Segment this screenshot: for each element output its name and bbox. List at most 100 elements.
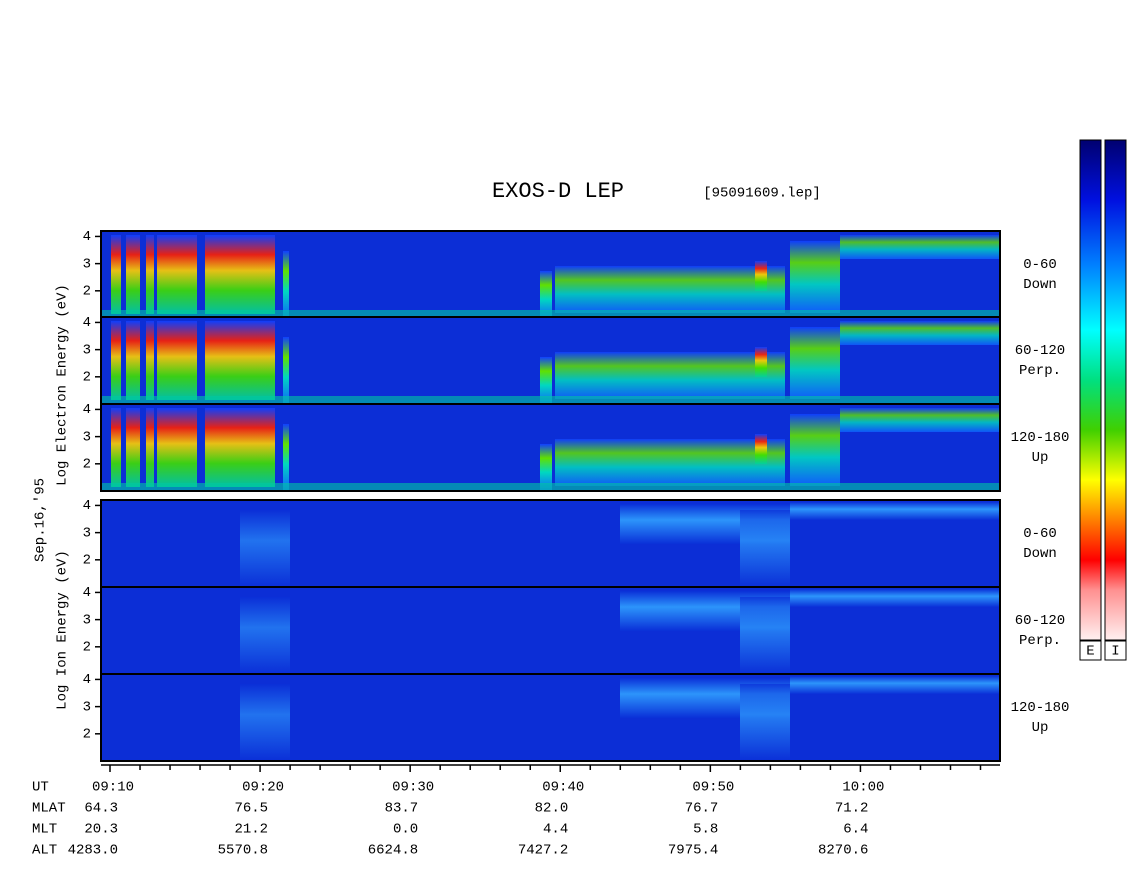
direction-label: Up xyxy=(1032,720,1049,736)
ephemeris-value: 82.0 xyxy=(535,801,569,817)
direction-label: Perp. xyxy=(1019,363,1061,379)
y-tick-label: 3 xyxy=(83,256,91,272)
x-tick-label: 09:10 xyxy=(92,780,134,796)
y-tick-label: 4 xyxy=(83,585,91,601)
colorbar-box xyxy=(1104,640,1127,661)
spectrogram-patch xyxy=(555,352,785,399)
spectrogram-patch xyxy=(840,235,1000,259)
spectrogram-patch xyxy=(146,408,154,487)
ephemeris-value: 7975.4 xyxy=(668,843,718,859)
y-tick-label: 2 xyxy=(83,457,91,473)
date-label: Sep.16,'95 xyxy=(33,478,49,562)
group-label: Log Ion Energy (eV) xyxy=(55,550,71,710)
y-tick-label: 3 xyxy=(83,342,91,358)
spectrogram-patch xyxy=(555,439,785,486)
spectrogram-patch xyxy=(205,408,275,487)
ephemeris-value: 5570.8 xyxy=(218,843,268,859)
spectrogram-patch xyxy=(205,235,275,314)
spectrogram-patch xyxy=(157,321,197,400)
y-tick-label: 2 xyxy=(83,727,91,743)
spectrogram-patch xyxy=(740,597,790,674)
ephemeris-value: 76.5 xyxy=(234,801,268,817)
spectrogram-patch xyxy=(157,408,197,487)
x-tick-label: 09:20 xyxy=(242,780,284,796)
spectrogram-patch xyxy=(540,444,552,491)
spectrogram-patch xyxy=(283,424,289,491)
spectrogram-patch xyxy=(126,235,140,314)
file-name: [95091609.lep] xyxy=(703,186,821,202)
direction-label: Up xyxy=(1032,450,1049,466)
ephemeris-value: 6624.8 xyxy=(368,843,418,859)
pitch-label: 0-60 xyxy=(1023,257,1057,273)
spectrogram-patch xyxy=(790,589,1000,607)
ephemeris-value: 8270.6 xyxy=(818,843,868,859)
y-tick-label: 3 xyxy=(83,429,91,445)
direction-label: Down xyxy=(1023,546,1057,562)
spectrogram-patch xyxy=(790,676,1000,694)
y-tick-label: 4 xyxy=(83,229,91,245)
ephemeris-value: 5.8 xyxy=(693,822,718,838)
spectrogram-patch xyxy=(755,434,767,464)
pitch-label: 0-60 xyxy=(1023,526,1057,542)
y-tick-label: 4 xyxy=(83,402,91,418)
spectrogram-patch xyxy=(101,483,1000,491)
ephemeris-value: 64.3 xyxy=(84,801,118,817)
colorbar-label: E xyxy=(1086,644,1094,660)
direction-label: Perp. xyxy=(1019,633,1061,649)
pitch-label: 120-180 xyxy=(1011,700,1070,716)
ephemeris-value: 83.7 xyxy=(385,801,419,817)
spectrogram-patch xyxy=(283,251,289,318)
y-tick-label: 2 xyxy=(83,640,91,656)
y-tick-label: 2 xyxy=(83,284,91,300)
spectrogram-patch xyxy=(101,396,1000,404)
spectrogram-patch xyxy=(740,684,790,761)
spectrogram-patch xyxy=(283,337,289,404)
chart-title: EXOS-D LEP xyxy=(492,179,624,204)
spectrogram-patch xyxy=(840,408,1000,432)
y-tick-label: 4 xyxy=(83,672,91,688)
ephemeris-name: ALT xyxy=(32,843,57,859)
ephemeris-value: 71.2 xyxy=(835,801,869,817)
pitch-label: 120-180 xyxy=(1011,430,1070,446)
spectrogram-patch xyxy=(790,327,840,399)
ephemeris-name: MLT xyxy=(32,822,57,838)
ephemeris-value: 21.2 xyxy=(234,822,268,838)
x-axis-label: UT xyxy=(32,780,49,796)
spectrogram-patch xyxy=(111,408,121,487)
spectrogram-patch xyxy=(101,310,1000,318)
colorbar-label: I xyxy=(1111,644,1119,660)
y-tick-label: 2 xyxy=(83,370,91,386)
x-tick-label: 09:50 xyxy=(692,780,734,796)
pitch-label: 60-120 xyxy=(1015,343,1065,359)
spectrogram-patch xyxy=(790,414,840,486)
ephemeris-value: 0.0 xyxy=(393,822,418,838)
ephemeris-value: 20.3 xyxy=(84,822,118,838)
ephemeris-value: 4283.0 xyxy=(68,843,118,859)
spectrogram-patch xyxy=(790,502,1000,520)
spectrogram-patch xyxy=(240,684,290,761)
colorbar-box xyxy=(1079,640,1102,661)
ephemeris-value: 7427.2 xyxy=(518,843,568,859)
y-tick-label: 4 xyxy=(83,498,91,514)
spectrogram-patch xyxy=(555,266,785,313)
ephemeris-value: 76.7 xyxy=(685,801,719,817)
spectrogram-patch xyxy=(755,261,767,291)
spectrogram-patch xyxy=(126,408,140,487)
x-tick-label: 09:30 xyxy=(392,780,434,796)
group-label: Log Electron Energy (eV) xyxy=(55,284,71,486)
spectrogram-patch xyxy=(790,241,840,313)
spectrogram-patch xyxy=(740,510,790,587)
y-tick-label: 3 xyxy=(83,525,91,541)
y-tick-label: 3 xyxy=(83,699,91,715)
spectrogram-patch xyxy=(540,357,552,404)
spectrogram-patch xyxy=(755,347,767,377)
ephemeris-name: MLAT xyxy=(32,801,66,817)
spectrogram-patch xyxy=(111,235,121,314)
spectrogram-patch xyxy=(157,235,197,314)
y-tick-label: 2 xyxy=(83,553,91,569)
spectrogram-patch xyxy=(540,271,552,318)
spectrogram-patch xyxy=(840,321,1000,345)
ephemeris-value: 6.4 xyxy=(843,822,868,838)
panel-frame xyxy=(100,403,1001,492)
